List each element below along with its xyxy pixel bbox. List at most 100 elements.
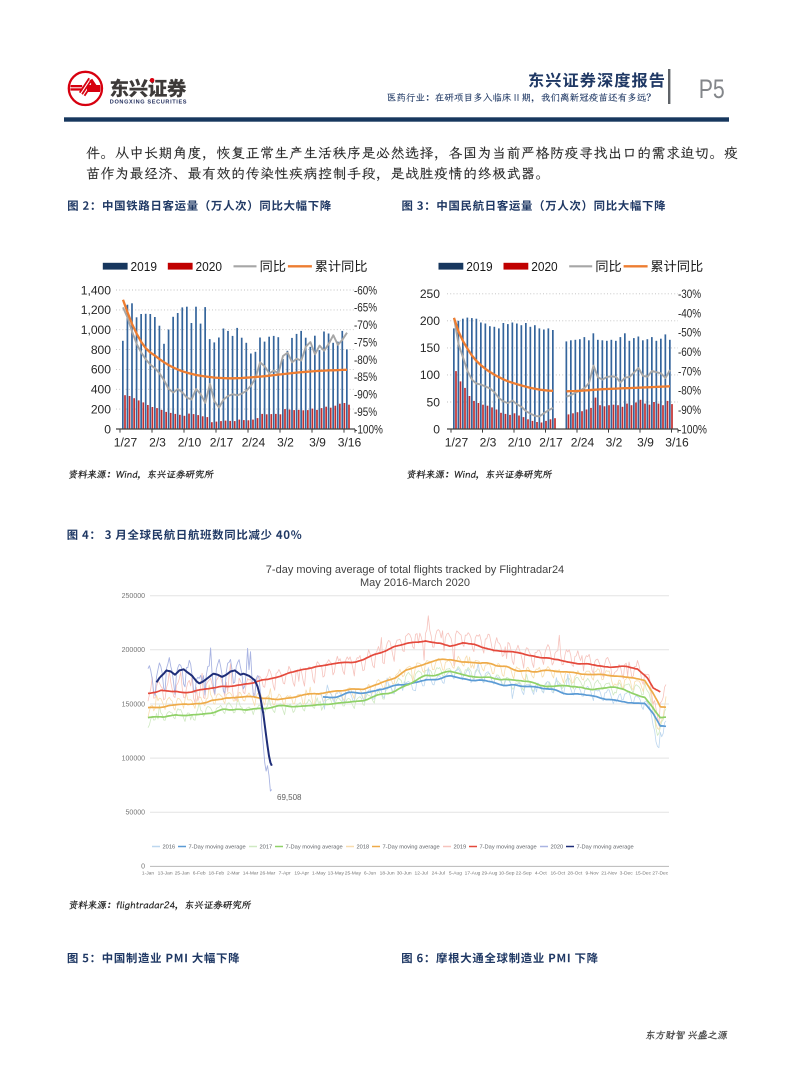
svg-text:1/27: 1/27 (445, 436, 469, 450)
svg-text:7-Day moving average: 7-Day moving average (383, 845, 440, 851)
svg-text:200000: 200000 (122, 647, 145, 654)
svg-text:800: 800 (91, 343, 111, 357)
svg-text:3/2: 3/2 (277, 436, 294, 450)
svg-text:3/9: 3/9 (309, 436, 326, 450)
svg-text:2/10: 2/10 (508, 436, 532, 450)
svg-text:21-Nov: 21-Nov (601, 871, 617, 877)
svg-text:1,400: 1,400 (81, 283, 112, 297)
svg-text:22-Sep: 22-Sep (516, 871, 532, 877)
svg-text:18-Jun: 18-Jun (380, 871, 395, 877)
svg-text:30-Jun: 30-Jun (397, 871, 412, 877)
svg-text:2/3: 2/3 (149, 436, 166, 450)
svg-text:13-Jan: 13-Jan (158, 871, 173, 877)
svg-text:-90%: -90% (354, 388, 377, 402)
svg-text:24-Jul: 24-Jul (432, 871, 445, 877)
svg-text:-100%: -100% (678, 422, 707, 436)
svg-text:200: 200 (420, 314, 440, 328)
svg-text:2019: 2019 (466, 259, 493, 274)
svg-text:-60%: -60% (678, 345, 701, 359)
svg-text:7-Day moving average: 7-Day moving average (189, 845, 246, 851)
svg-text:2020: 2020 (531, 259, 558, 274)
svg-text:25-Jan: 25-Jan (175, 871, 190, 877)
svg-text:19-Apr: 19-Apr (294, 871, 309, 877)
svg-text:-95%: -95% (354, 405, 377, 419)
svg-text:7-day moving average of total: 7-day moving average of total flights tr… (266, 564, 564, 576)
svg-text:7-Day moving average: 7-Day moving average (577, 845, 634, 851)
svg-text:3/9: 3/9 (637, 436, 654, 450)
svg-text:2020: 2020 (551, 845, 564, 851)
svg-text:12-Jul: 12-Jul (415, 871, 428, 877)
svg-text:2019: 2019 (454, 845, 467, 851)
svg-text:18-Feb: 18-Feb (209, 871, 225, 877)
svg-text:3-Dec: 3-Dec (620, 871, 634, 877)
svg-text:-70%: -70% (354, 318, 377, 332)
svg-text:16-Oct: 16-Oct (550, 871, 565, 877)
svg-text:2/3: 2/3 (480, 436, 497, 450)
svg-text:9-Nov: 9-Nov (585, 871, 599, 877)
svg-text:150000: 150000 (122, 701, 145, 708)
svg-text:14-Mar: 14-Mar (243, 871, 259, 877)
svg-text:0: 0 (433, 422, 440, 436)
svg-text:-80%: -80% (354, 353, 377, 367)
svg-text:15-Dec: 15-Dec (635, 871, 651, 877)
svg-text:6-Feb: 6-Feb (193, 871, 206, 877)
svg-text:50000: 50000 (126, 810, 146, 817)
svg-text:1,200: 1,200 (81, 303, 112, 317)
svg-text:25-May: 25-May (345, 871, 362, 877)
svg-text:150: 150 (420, 341, 440, 355)
svg-text:13-May: 13-May (328, 871, 345, 877)
svg-text:-75%: -75% (354, 335, 377, 349)
svg-text:26-Mar: 26-Mar (260, 871, 276, 877)
svg-text:2016: 2016 (163, 845, 176, 851)
svg-text:2018: 2018 (357, 845, 370, 851)
svg-text:3/2: 3/2 (606, 436, 623, 450)
svg-text:29-Aug: 29-Aug (482, 871, 498, 877)
svg-text:2/17: 2/17 (539, 436, 563, 450)
svg-text:2/24: 2/24 (571, 436, 595, 450)
svg-text:1-Jan: 1-Jan (142, 871, 155, 877)
svg-text:5-Aug: 5-Aug (449, 871, 462, 877)
svg-text:2019: 2019 (131, 259, 158, 274)
svg-text:0: 0 (141, 864, 145, 871)
svg-text:69,508: 69,508 (277, 793, 302, 802)
svg-text:250: 250 (420, 287, 440, 301)
svg-text:P5: P5 (699, 73, 725, 104)
svg-text:50: 50 (427, 395, 441, 409)
svg-text:2/17: 2/17 (210, 436, 234, 450)
svg-text:27-Dec: 27-Dec (652, 871, 668, 877)
svg-text:2/10: 2/10 (178, 436, 202, 450)
svg-text:May 2016-March 2020: May 2016-March 2020 (360, 577, 470, 589)
svg-text:100: 100 (420, 368, 440, 382)
svg-text:-40%: -40% (678, 306, 701, 320)
svg-text:3/16: 3/16 (338, 436, 362, 450)
svg-text:7-Day moving average: 7-Day moving average (286, 845, 343, 851)
svg-text:6-Jun: 6-Jun (364, 871, 377, 877)
svg-text:-50%: -50% (678, 326, 701, 340)
svg-text:DONGXING SECURITIES: DONGXING SECURITIES (110, 99, 187, 105)
svg-text:2017: 2017 (260, 845, 273, 851)
svg-text:-60%: -60% (354, 283, 377, 297)
svg-text:600: 600 (91, 363, 111, 377)
svg-text:-90%: -90% (678, 403, 701, 417)
svg-text:28-Oct: 28-Oct (568, 871, 583, 877)
svg-text:2020: 2020 (196, 259, 223, 274)
svg-text:7-Apr: 7-Apr (279, 871, 291, 877)
svg-text:-85%: -85% (354, 370, 377, 384)
svg-text:17-Aug: 17-Aug (465, 871, 481, 877)
svg-text:100000: 100000 (122, 755, 145, 762)
svg-text:4-Oct: 4-Oct (535, 871, 548, 877)
svg-text:3/16: 3/16 (665, 436, 689, 450)
svg-text:250000: 250000 (122, 593, 145, 600)
svg-text:1,000: 1,000 (81, 323, 112, 337)
svg-text:0: 0 (104, 422, 111, 436)
svg-text:200: 200 (91, 402, 111, 416)
svg-text:1/27: 1/27 (114, 436, 138, 450)
svg-text:400: 400 (91, 383, 111, 397)
svg-text:2-Mar: 2-Mar (227, 871, 240, 877)
svg-text:-30%: -30% (678, 287, 701, 301)
svg-text:7-Day moving average: 7-Day moving average (480, 845, 537, 851)
svg-text:-70%: -70% (678, 364, 701, 378)
svg-text:-100%: -100% (354, 422, 383, 436)
svg-text:-80%: -80% (678, 384, 701, 398)
svg-text:10-Sep: 10-Sep (499, 871, 515, 877)
